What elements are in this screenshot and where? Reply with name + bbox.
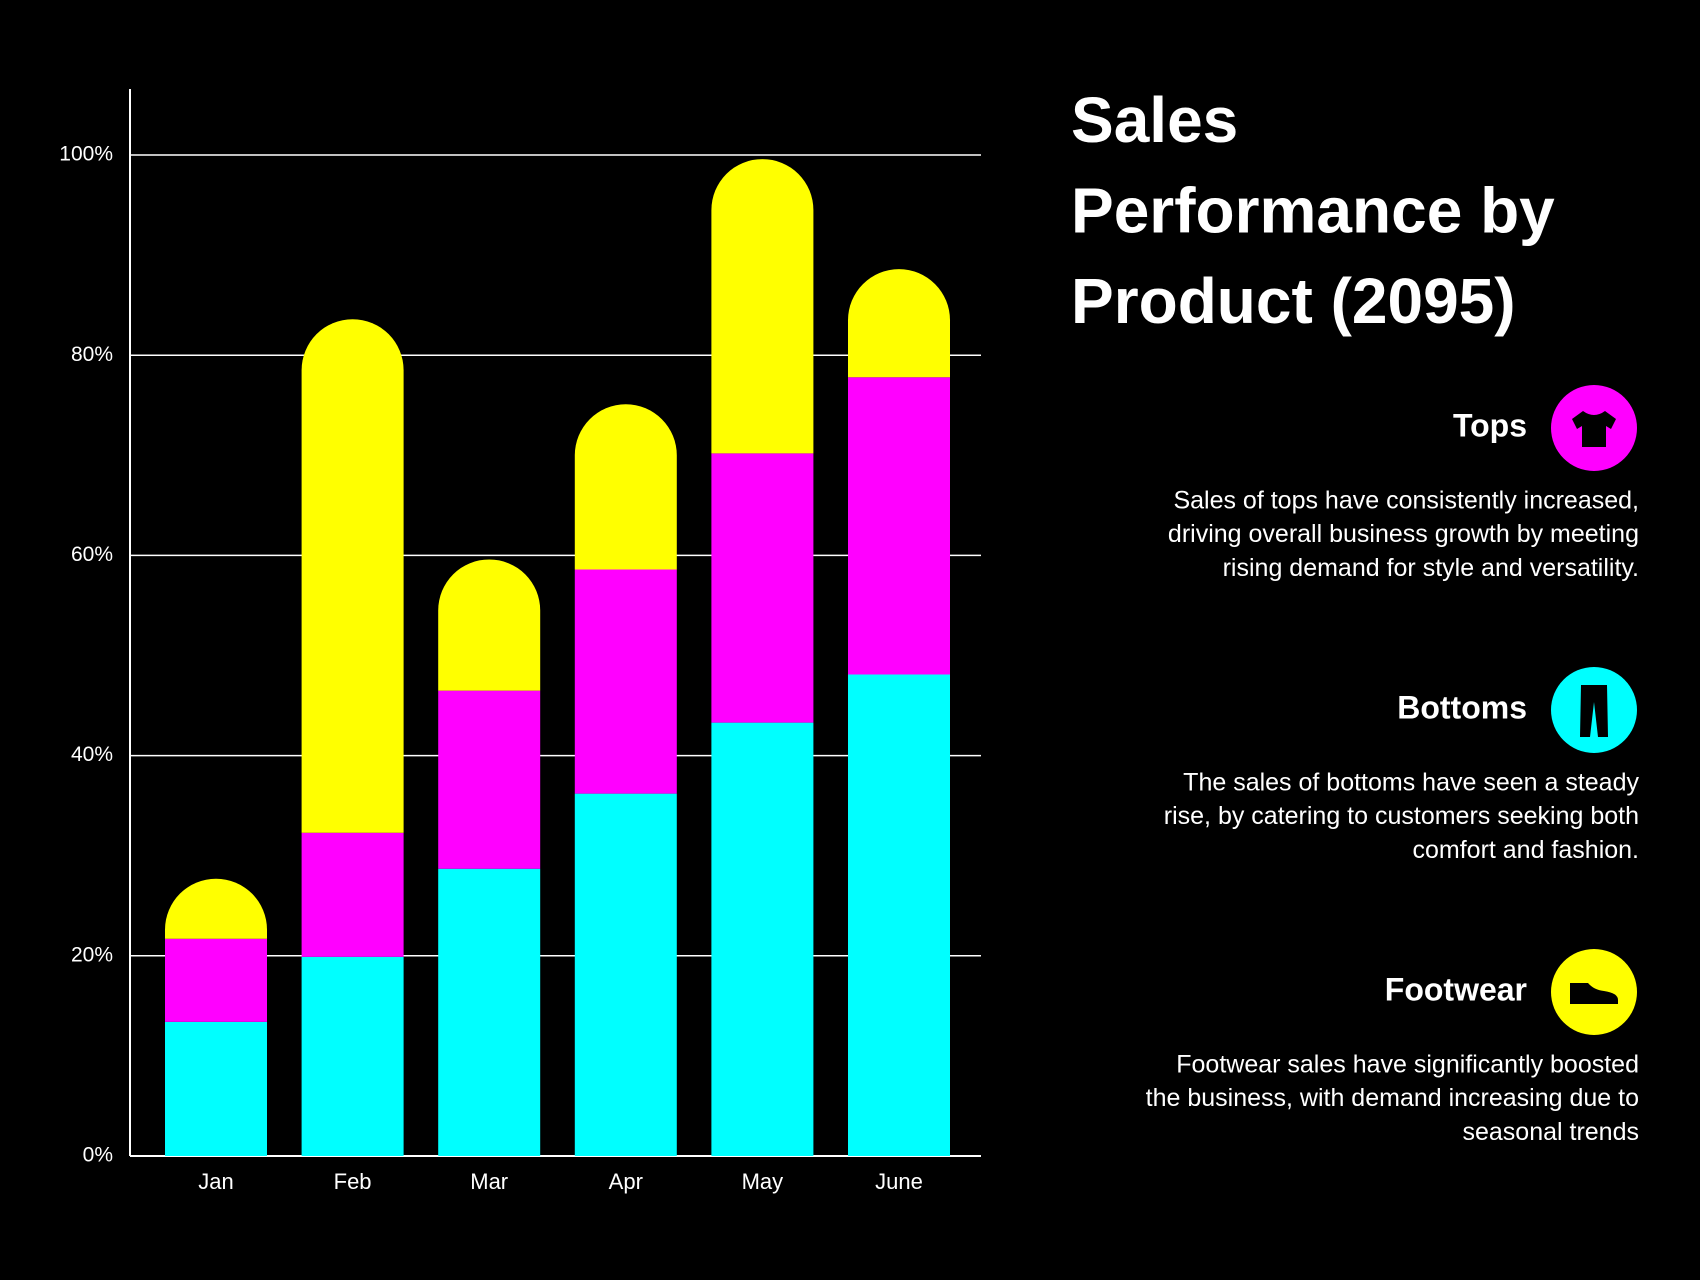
legend-label: Footwear bbox=[1385, 971, 1527, 1007]
legend-description: seasonal trends bbox=[1462, 1118, 1639, 1146]
legend-icon bbox=[1580, 685, 1608, 737]
x-tick-label: June bbox=[875, 1169, 923, 1194]
bar-segment bbox=[438, 690, 541, 869]
legend-icon-bg bbox=[1551, 667, 1637, 753]
legend-description: Footwear sales have significantly booste… bbox=[1176, 1051, 1639, 1079]
legend-description: Sales of tops have consistently increase… bbox=[1173, 487, 1639, 515]
bar-segment bbox=[438, 868, 541, 1156]
y-tick-label: 0% bbox=[83, 1144, 113, 1167]
legend-label: Tops bbox=[1453, 407, 1527, 443]
y-tick-label: 20% bbox=[71, 943, 113, 966]
bar-segment bbox=[848, 674, 950, 1156]
legend-description: the business, with demand increasing due… bbox=[1146, 1084, 1639, 1112]
bar-segment bbox=[574, 569, 677, 794]
bar-segment bbox=[848, 269, 950, 378]
chart-title: Performance by bbox=[1071, 174, 1555, 246]
legend-description: driving overall business growth by meeti… bbox=[1168, 520, 1639, 548]
legend-icon bbox=[1570, 983, 1618, 1004]
bar-segment bbox=[301, 319, 404, 833]
y-tick-label: 40% bbox=[71, 743, 113, 766]
bar-segment bbox=[165, 878, 267, 939]
bar-segment bbox=[848, 377, 950, 675]
y-tick-label: 80% bbox=[71, 343, 113, 366]
bar-segment bbox=[711, 453, 814, 723]
bar-segment bbox=[574, 404, 677, 570]
legend-label: Bottoms bbox=[1397, 689, 1527, 725]
x-tick-label: Jan bbox=[198, 1169, 233, 1194]
y-tick-label: 60% bbox=[71, 543, 113, 566]
bar-segment bbox=[165, 938, 267, 1022]
chart-title: Sales bbox=[1071, 84, 1238, 156]
legend-description: comfort and fashion. bbox=[1412, 836, 1639, 864]
bar-segment bbox=[574, 793, 677, 1156]
bar-segment bbox=[711, 722, 814, 1156]
bar-segment bbox=[301, 832, 404, 957]
y-tick-label: 100% bbox=[59, 143, 113, 166]
x-tick-label: May bbox=[742, 1169, 784, 1194]
legend-icon bbox=[1572, 411, 1616, 447]
bar-segment bbox=[301, 956, 404, 1156]
x-tick-label: Mar bbox=[470, 1169, 508, 1194]
x-tick-label: Apr bbox=[609, 1169, 643, 1194]
bar-segment bbox=[711, 159, 814, 454]
x-tick-label: Feb bbox=[334, 1169, 372, 1194]
chart-title: Product (2095) bbox=[1071, 265, 1516, 337]
legend-description: The sales of bottoms have seen a steady bbox=[1183, 769, 1639, 797]
bar-segment bbox=[438, 559, 541, 691]
legend-description: rising demand for style and versatility. bbox=[1223, 554, 1639, 582]
bar-segment bbox=[165, 1021, 267, 1156]
legend-description: rise, by catering to customers seeking b… bbox=[1164, 802, 1639, 830]
